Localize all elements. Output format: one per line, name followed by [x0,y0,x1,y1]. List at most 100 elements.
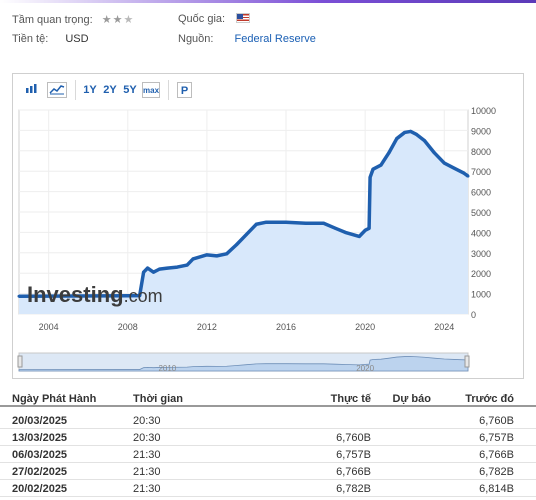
row-previous: 6,814B [479,483,514,495]
data-point [185,263,189,267]
range-2y-button[interactable]: 2Y [103,84,117,96]
source-label: Nguồn: [178,33,214,45]
header-release-date[interactable]: Ngày Phát Hành [12,393,97,405]
source-link[interactable]: Federal Reserve [234,33,316,45]
row-date: 20/02/2025 [12,483,68,495]
data-point [264,220,268,224]
header-actual[interactable]: Thực tế [330,393,371,405]
top-accent-bar [0,0,536,3]
row-time: 21:30 [133,483,161,495]
row-date: 20/03/2025 [12,415,68,427]
p-button[interactable]: P [177,82,192,98]
row-actual: 6,766B [336,466,371,478]
data-point [165,266,169,270]
navigator-label: 2010 [158,364,176,373]
y-tick-label: 6000 [471,188,491,198]
header-forecast[interactable]: Dự báo [392,393,431,405]
data-point [452,166,456,170]
data-point [254,222,258,226]
data-point [225,252,229,256]
data-point [284,220,288,224]
y-tick-label: 7000 [471,167,491,177]
data-point [357,234,361,238]
row-previous: 6,760B [479,415,514,427]
navigator-right-handle[interactable] [464,355,470,368]
table-row: 27/02/2025 21:30 6,766B 6,782B [0,463,536,480]
data-point [371,167,375,171]
source-row: Nguồn: Federal Reserve [178,33,316,45]
data-point [395,137,399,141]
line-chart-icon[interactable] [47,82,67,98]
data-point [304,221,308,225]
bar-chart-icon[interactable] [23,82,41,98]
data-point [244,232,248,236]
y-tick-label: 9000 [471,126,491,136]
row-previous: 6,782B [479,466,514,478]
data-point [387,151,391,155]
data-point [403,130,407,134]
data-point [379,163,383,167]
data-point [367,226,371,230]
row-time: 20:30 [133,432,161,444]
importance-row: Tầm quan trọng: ★★★ [12,13,134,26]
x-tick-label: 2024 [434,322,454,332]
chart-navigator[interactable]: 2010 2020 [13,349,523,378]
data-point [175,265,179,269]
data-point [466,174,470,178]
currency-row: Tiền tệ: USD [12,33,89,45]
header-previous[interactable]: Trước đó [465,393,514,405]
series-area [19,131,468,314]
data-point [432,151,436,155]
data-point [138,294,142,298]
data-point [442,161,446,165]
y-tick-label: 4000 [471,228,491,238]
x-tick-label: 2008 [118,322,138,332]
watermark-logo: Investing.com [27,282,163,307]
row-time: 20:30 [133,415,161,427]
row-actual: 6,760B [336,432,371,444]
us-flag-icon [236,13,251,23]
data-point [235,243,239,247]
y-tick-label: 0 [471,310,476,320]
y-tick-label: 5000 [471,208,491,218]
data-point [409,129,413,133]
chart-plot-area: Investing.com100009000800070006000500040… [17,106,496,332]
toolbar-separator [168,80,169,100]
y-tick-label: 3000 [471,249,491,259]
table-header: Ngày Phát Hành Thời gian Thực tế Dự báo … [0,390,536,407]
table-row: 20/03/2025 20:30 6,760B [0,412,536,429]
data-point [17,294,21,298]
row-actual: 6,757B [336,449,371,461]
x-tick-label: 2016 [276,322,296,332]
header-time[interactable]: Thời gian [133,393,183,405]
watermark-suffix: .com [124,286,163,306]
importance-stars-icon: ★★★ [101,14,135,26]
range-1y-button[interactable]: 1Y [83,84,97,96]
row-time: 21:30 [133,449,161,461]
row-date: 13/03/2025 [12,432,68,444]
y-tick-label: 10000 [471,106,496,116]
y-tick-label: 2000 [471,269,491,279]
table-row: 13/03/2025 20:30 6,760B 6,757B [0,429,536,446]
row-previous: 6,766B [479,449,514,461]
table-row: 20/02/2025 21:30 6,782B 6,814B [0,480,536,497]
country-label: Quốc gia: [178,13,226,25]
range-5y-button[interactable]: 5Y [123,84,137,96]
range-max-button[interactable]: max [142,82,160,98]
x-tick-label: 2004 [39,322,59,332]
row-date: 06/03/2025 [12,449,68,461]
data-point [363,228,367,232]
y-tick-label: 1000 [471,290,491,300]
data-point [157,267,161,271]
row-time: 21:30 [133,466,161,478]
navigator-series [18,356,469,372]
data-point [152,270,156,274]
x-tick-label: 2012 [197,322,217,332]
navigator-left-handle[interactable] [17,355,23,368]
country-row: Quốc gia: [178,13,251,25]
data-point [142,270,146,274]
currency-label: Tiền tệ: [12,33,49,45]
data-point [146,266,150,270]
y-tick-label: 8000 [471,147,491,157]
row-date: 27/02/2025 [12,466,68,478]
